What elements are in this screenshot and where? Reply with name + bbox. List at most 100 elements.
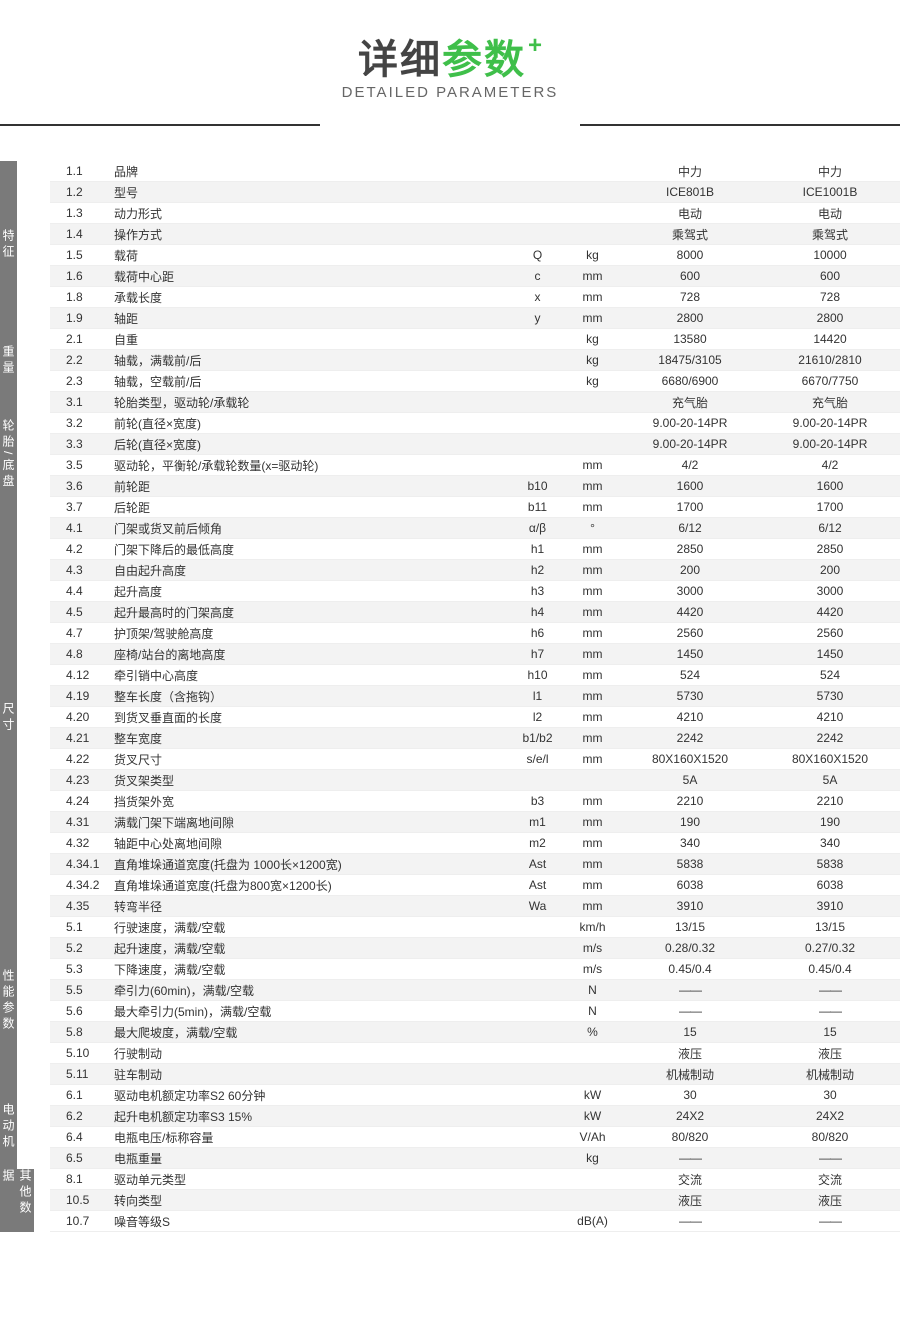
cell-name: 品牌 [114, 163, 510, 180]
table-row: 6.4电瓶电压/标称容量V/Ah80/82080/820 [50, 1127, 900, 1148]
cell-value-2: 524 [760, 668, 900, 682]
cell-symbol: h6 [510, 626, 565, 640]
cell-unit: mm [565, 689, 620, 703]
cell-value-1: 液压 [620, 1045, 760, 1062]
cell-symbol: Ast [510, 857, 565, 871]
cell-index: 5.1 [50, 920, 114, 934]
cell-index: 4.1 [50, 521, 114, 535]
cell-unit: m/s [565, 941, 620, 955]
cell-name: 满载门架下端离地间隙 [114, 814, 510, 831]
table-row: 10.5转向类型液压液压 [50, 1190, 900, 1211]
cell-unit: N [565, 1004, 620, 1018]
cell-index: 4.12 [50, 668, 114, 682]
cell-symbol: l2 [510, 710, 565, 724]
cell-value-1: 5838 [620, 857, 760, 871]
cell-value-2: 0.27/0.32 [760, 941, 900, 955]
cell-name: 护顶架/驾驶舱高度 [114, 625, 510, 642]
cell-unit: ° [565, 521, 620, 535]
cell-index: 1.8 [50, 290, 114, 304]
table-row: 4.23货叉架类型5A5A [50, 770, 900, 791]
cell-index: 4.21 [50, 731, 114, 745]
cell-name: 自由起升高度 [114, 562, 510, 579]
cell-value-1: 3910 [620, 899, 760, 913]
title-rule-left [0, 124, 320, 126]
table-row: 6.1驱动电机额定功率S2 60分钟kW3030 [50, 1085, 900, 1106]
cell-index: 5.5 [50, 983, 114, 997]
cell-value-1: 1450 [620, 647, 760, 661]
cell-value-1: 24X2 [620, 1109, 760, 1123]
cell-symbol: l1 [510, 689, 565, 703]
cell-value-1: 3000 [620, 584, 760, 598]
table-row: 5.10行驶制动液压液压 [50, 1043, 900, 1064]
title-plus-icon: + [528, 32, 544, 59]
cell-value-2: 1450 [760, 647, 900, 661]
cell-index: 5.3 [50, 962, 114, 976]
cell-unit: kg [565, 353, 620, 367]
cell-value-2: 10000 [760, 248, 900, 262]
cell-value-2: 4420 [760, 605, 900, 619]
cell-name: 电瓶电压/标称容量 [114, 1129, 510, 1146]
cell-unit: N [565, 983, 620, 997]
cell-name: 载荷中心距 [114, 268, 510, 285]
cell-value-2: 2210 [760, 794, 900, 808]
cell-name: 直角堆垛通道宽度(托盘为800宽×1200长) [114, 877, 510, 894]
cell-value-1: 80X160X1520 [620, 752, 760, 766]
cell-index: 1.4 [50, 227, 114, 241]
table-row: 6.2起升电机额定功率S3 15%kW24X224X2 [50, 1106, 900, 1127]
cell-index: 4.35 [50, 899, 114, 913]
cell-name: 轴距 [114, 310, 510, 327]
cell-value-1: 4/2 [620, 458, 760, 472]
cell-name: 前轮(直径×宽度) [114, 415, 510, 432]
cell-name: 轴载，满载前/后 [114, 352, 510, 369]
section-labels-column: 特征重量轮胎/底盘尺寸性能参数电动机其他数据 [0, 161, 50, 1232]
table-row: 5.2起升速度，满载/空载m/s0.28/0.320.27/0.32 [50, 938, 900, 959]
cell-index: 5.10 [50, 1046, 114, 1060]
table-row: 4.5起升最高时的门架高度h4mm44204420 [50, 602, 900, 623]
cell-name: 转向类型 [114, 1192, 510, 1209]
cell-value-2: 4/2 [760, 458, 900, 472]
cell-value-2: 机械制动 [760, 1066, 900, 1083]
cell-index: 2.3 [50, 374, 114, 388]
cell-unit: mm [565, 584, 620, 598]
cell-value-2: 1700 [760, 500, 900, 514]
cell-value-1: 0.28/0.32 [620, 941, 760, 955]
data-grid: 1.1品牌中力中力1.2型号ICE801BICE1001B1.3动力形式电动电动… [50, 161, 900, 1232]
cell-value-1: 524 [620, 668, 760, 682]
cell-name: 行驶速度，满载/空载 [114, 919, 510, 936]
cell-index: 3.2 [50, 416, 114, 430]
cell-value-1: 2242 [620, 731, 760, 745]
cell-value-1: —— [620, 1151, 760, 1165]
cell-name: 轴载，空载前/后 [114, 373, 510, 390]
cell-unit: mm [565, 878, 620, 892]
table-row: 3.1轮胎类型，驱动轮/承载轮充气胎充气胎 [50, 392, 900, 413]
cell-value-1: 电动 [620, 205, 760, 222]
table-row: 4.21整车宽度b1/b2mm22422242 [50, 728, 900, 749]
page: 详细参数+ DETAILED PARAMETERS 特征重量轮胎/底盘尺寸性能参… [0, 0, 900, 1292]
cell-index: 6.1 [50, 1088, 114, 1102]
cell-symbol: Ast [510, 878, 565, 892]
cell-unit: mm [565, 311, 620, 325]
cell-unit: kg [565, 1151, 620, 1165]
cell-unit: km/h [565, 920, 620, 934]
cell-value-1: 13580 [620, 332, 760, 346]
cell-name: 前轮距 [114, 478, 510, 495]
cell-value-2: —— [760, 1214, 900, 1228]
cell-symbol: α/β [510, 521, 565, 535]
cell-name: 噪音等级S [114, 1213, 510, 1230]
cell-symbol: h1 [510, 542, 565, 556]
cell-value-1: —— [620, 1214, 760, 1228]
cell-value-2: 4210 [760, 710, 900, 724]
cell-name: 牵引销中心高度 [114, 667, 510, 684]
table-row: 1.4操作方式乘驾式乘驾式 [50, 224, 900, 245]
cell-unit: kW [565, 1109, 620, 1123]
cell-index: 1.3 [50, 206, 114, 220]
cell-unit: mm [565, 647, 620, 661]
cell-name: 最大牵引力(5min)，满载/空载 [114, 1003, 510, 1020]
cell-index: 1.1 [50, 164, 114, 178]
cell-index: 8.1 [50, 1172, 114, 1186]
table-row: 1.2型号ICE801BICE1001B [50, 182, 900, 203]
cell-symbol: h4 [510, 605, 565, 619]
cell-value-1: —— [620, 1004, 760, 1018]
cell-value-1: 5730 [620, 689, 760, 703]
table-row: 1.5载荷Qkg800010000 [50, 245, 900, 266]
